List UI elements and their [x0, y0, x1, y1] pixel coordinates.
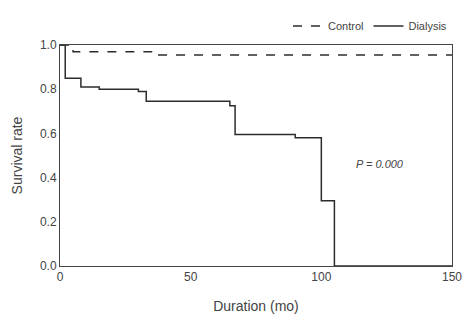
svg-text:50: 50: [184, 270, 198, 284]
svg-text:0.2: 0.2: [40, 215, 57, 229]
svg-text:1.0: 1.0: [40, 38, 57, 52]
svg-text:Dialysis: Dialysis: [408, 20, 446, 32]
svg-text:0.8: 0.8: [40, 82, 57, 96]
svg-text:0.4: 0.4: [40, 171, 57, 185]
svg-text:Duration (mo): Duration (mo): [213, 298, 299, 314]
svg-text:Control: Control: [328, 20, 363, 32]
svg-text:150: 150: [442, 270, 462, 284]
svg-text:Survival rate: Survival rate: [9, 116, 25, 194]
svg-text:0: 0: [57, 270, 64, 284]
svg-text:0.6: 0.6: [40, 127, 57, 141]
svg-text:0.0: 0.0: [40, 259, 57, 273]
svg-text:P = 0.000: P = 0.000: [356, 158, 404, 170]
svg-text:100: 100: [311, 270, 331, 284]
